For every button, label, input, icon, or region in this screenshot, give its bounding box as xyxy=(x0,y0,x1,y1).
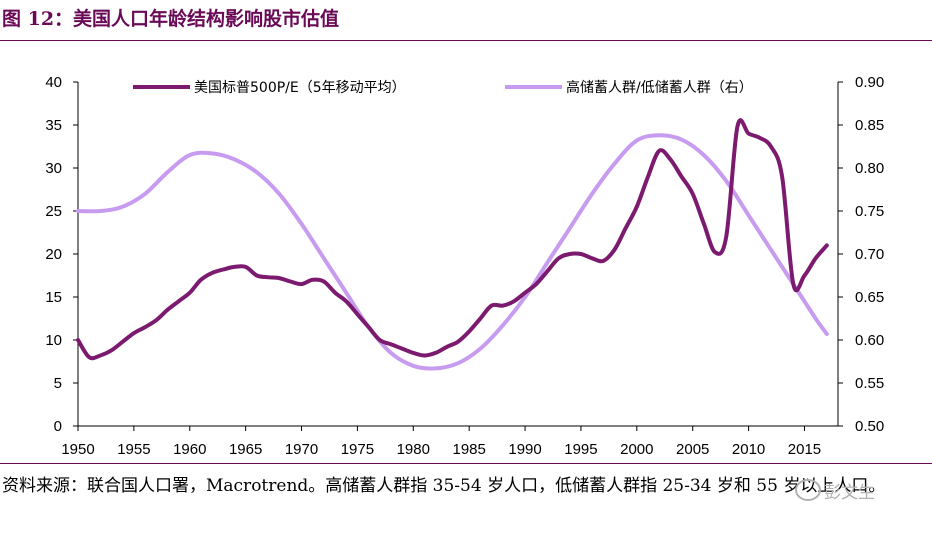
line-chart: 0 5 10 15 20 25 30 35 40 0.50 0.55 0.60 0.65 0.70 0.7… xyxy=(45,74,884,458)
legend: 美国标普500P/E（5年移动平均） 高储蓄人群/低储蓄人群（右） xyxy=(133,79,753,96)
figure-title: 图 12：美国人口年龄结构影响股市估值 xyxy=(2,8,340,30)
x-tick-label: 1970 xyxy=(285,441,318,458)
x-tick-label: 1960 xyxy=(173,441,206,458)
left-tick-label: 30 xyxy=(45,160,62,177)
right-tick-label: 0.80 xyxy=(855,160,884,177)
x-tick-label: 1965 xyxy=(229,441,262,458)
left-axis: 0 5 10 15 20 25 30 35 40 xyxy=(45,74,79,435)
series-lines xyxy=(76,118,829,371)
x-tick-label: 1995 xyxy=(564,441,597,458)
x-tick-label: 2015 xyxy=(788,441,821,458)
left-tick-label: 0 xyxy=(54,418,62,435)
footer-rule xyxy=(0,463,932,464)
right-tick-label: 0.55 xyxy=(855,375,884,392)
legend-label-pe: 美国标普500P/E（5年移动平均） xyxy=(194,80,406,96)
x-tick-label: 1985 xyxy=(452,441,485,458)
title-rule xyxy=(0,40,932,41)
series-line-ratio xyxy=(76,133,829,371)
right-tick-label: 0.90 xyxy=(855,74,884,91)
x-tick-label: 1955 xyxy=(117,441,150,458)
x-tick-label: 1950 xyxy=(61,441,94,458)
right-tick-label: 0.75 xyxy=(855,203,884,220)
right-tick-label: 0.65 xyxy=(855,289,884,306)
left-tick-label: 35 xyxy=(45,117,62,134)
source-note: 资料来源：联合国人口署，Macrotrend。高储蓄人群指 35-54 岁人口，… xyxy=(2,476,886,496)
watermark: 彭文生 xyxy=(795,478,875,503)
wechat-icon xyxy=(795,479,821,501)
right-tick-label: 0.85 xyxy=(855,117,884,134)
x-tick-label: 1980 xyxy=(397,441,430,458)
series-line-pe xyxy=(76,118,829,361)
right-tick-label: 0.50 xyxy=(855,418,884,435)
left-tick-label: 5 xyxy=(54,375,62,392)
x-tick-label: 1975 xyxy=(341,441,374,458)
x-tick-label: 1990 xyxy=(508,441,541,458)
x-tick-label: 2005 xyxy=(676,441,709,458)
right-tick-label: 0.60 xyxy=(855,332,884,349)
left-tick-label: 40 xyxy=(45,74,62,91)
right-tick-label: 0.70 xyxy=(855,246,884,263)
right-axis: 0.50 0.55 0.60 0.65 0.70 0.75 0.80 0.85 0.90 xyxy=(837,74,884,435)
left-tick-label: 10 xyxy=(45,332,62,349)
legend-label-ratio: 高储蓄人群/低储蓄人群（右） xyxy=(566,79,753,96)
watermark-text: 彭文生 xyxy=(824,483,875,503)
left-tick-label: 20 xyxy=(45,246,62,263)
left-tick-label: 15 xyxy=(45,289,62,306)
x-tick-label: 2000 xyxy=(620,441,653,458)
x-tick-label: 2010 xyxy=(732,441,765,458)
left-tick-label: 25 xyxy=(45,203,62,220)
x-axis: 1950 1955 1960 1965 1970 1975 1980 1985 1990 1995… xyxy=(61,425,838,458)
